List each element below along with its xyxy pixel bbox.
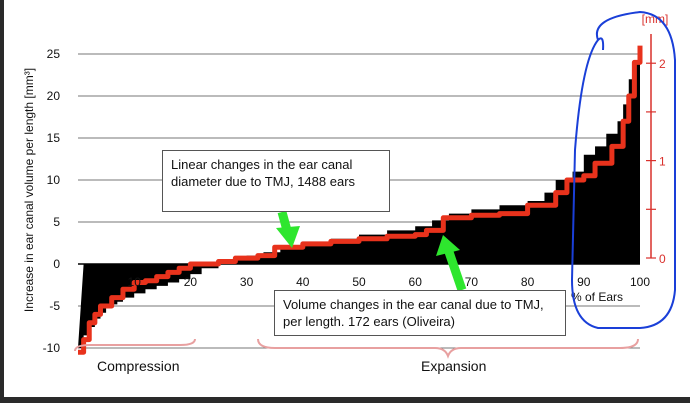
x-tick-label: 10	[128, 275, 142, 289]
secondary-tick-label: 1	[659, 155, 666, 169]
y-tick-label: 5	[53, 215, 60, 229]
x-tick-label: 100	[630, 275, 650, 289]
linear-callout: Linear changes in the ear canal diameter…	[162, 150, 390, 212]
secondary-axis: 2 1 0	[646, 34, 666, 266]
volume-callout: Volume changes in the ear canal due to T…	[274, 290, 566, 336]
x-tick-label: 80	[521, 275, 535, 289]
x-tick-label: 60	[409, 275, 423, 289]
compression-bracket	[74, 338, 196, 352]
linear-callout-text: Linear changes in the ear canal diameter…	[171, 157, 356, 189]
y-tick-label: 20	[47, 89, 61, 103]
handdrawn-highlight-circle	[570, 10, 676, 329]
y-tick-label: 15	[47, 131, 61, 145]
y-axis-label: Increase in ear canal volume per length …	[22, 68, 36, 312]
x-tick-label: 70	[465, 275, 479, 289]
x-tick-label: 40	[296, 275, 310, 289]
linear-step-line	[78, 45, 643, 355]
expansion-label: Expansion	[421, 358, 487, 374]
x-tick-label: 50	[352, 275, 366, 289]
linear-step-series	[78, 45, 643, 355]
x-axis-ticks: 10 20 30 40 50 60 70 80 90 100	[128, 275, 651, 289]
x-tick-label: 20	[184, 275, 198, 289]
y-tick-label: -10	[43, 341, 61, 355]
secondary-tick-label: 0	[659, 252, 666, 266]
x-axis-label: % of Ears	[571, 290, 623, 304]
screen-frame-left	[0, 0, 4, 403]
y-tick-label: -5	[49, 299, 60, 313]
arrow-volume-icon	[436, 235, 467, 292]
expansion-bracket	[257, 338, 639, 359]
secondary-tick-label: 2	[659, 57, 666, 71]
x-tick-label: 90	[577, 275, 591, 289]
y-axis-ticks: 25 20 15 10 5 0 -5 -10	[43, 47, 61, 355]
volume-callout-text: Volume changes in the ear canal due to T…	[283, 297, 544, 329]
compression-label: Compression	[97, 358, 180, 374]
arrow-linear-icon	[276, 210, 300, 248]
y-tick-label: 0	[53, 257, 60, 271]
y-tick-label: 10	[47, 173, 61, 187]
x-tick-label: 30	[240, 275, 254, 289]
y-tick-label: 25	[47, 47, 61, 61]
screen-frame-bottom	[0, 397, 690, 403]
